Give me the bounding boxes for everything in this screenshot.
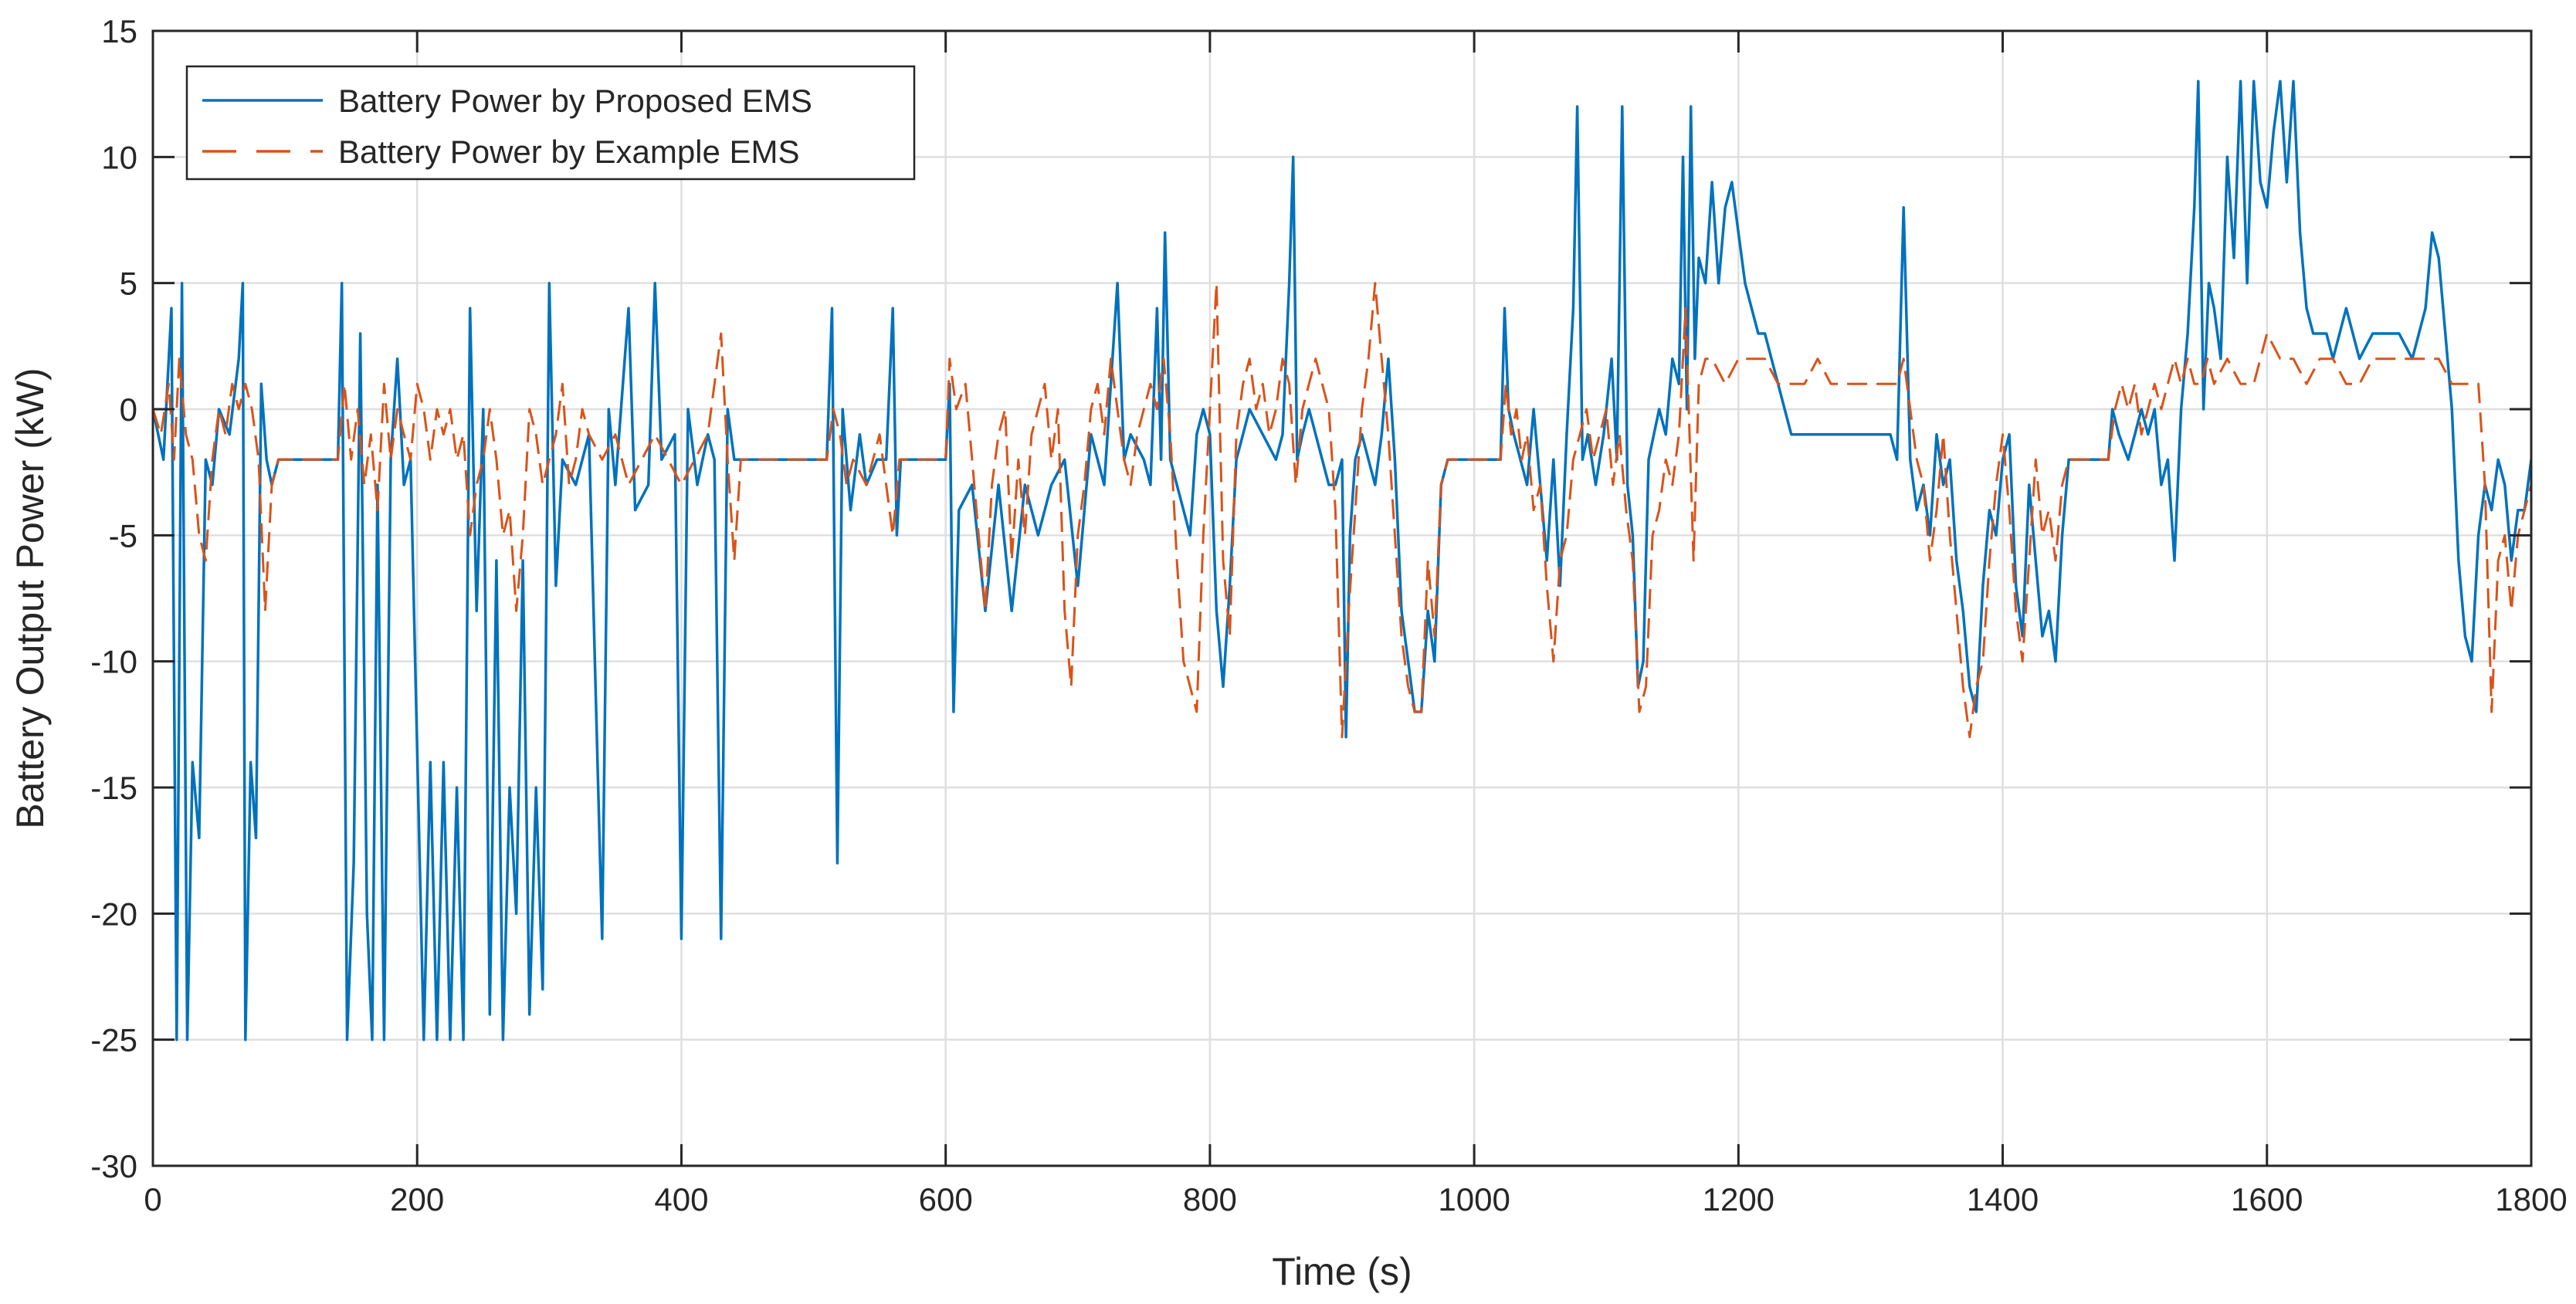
series-line-example-ems — [153, 282, 2531, 739]
y-tick-label: 15 — [101, 13, 137, 49]
y-tick-label: -10 — [90, 644, 137, 680]
y-tick-label: 10 — [101, 139, 137, 175]
x-tick-label: 200 — [390, 1181, 444, 1218]
y-tick-label: -25 — [90, 1022, 137, 1058]
x-tick-labels: 0 200 400 600 800 1000 1200 1400 1600 1800 — [144, 1181, 2567, 1218]
x-tick-label: 800 — [1183, 1181, 1237, 1218]
legend-label-example-ems: Battery Power by Example EMS — [338, 134, 800, 170]
x-tick-label: 1600 — [2231, 1181, 2303, 1218]
x-tick-label: 1200 — [1703, 1181, 1774, 1218]
x-tick-label: 1400 — [1967, 1181, 2039, 1218]
plot-area — [153, 31, 2531, 1166]
series-layer — [153, 80, 2531, 1042]
y-tick-label: -15 — [90, 770, 137, 806]
y-tick-label: 5 — [120, 266, 137, 302]
legend: Battery Power by Proposed EMS Battery Po… — [185, 65, 916, 181]
x-tick-label: 1000 — [1438, 1181, 1510, 1218]
legend-label-proposed-ems: Battery Power by Proposed EMS — [338, 83, 812, 119]
y-tick-labels: -30 -25 -20 -15 -10 -5 0 5 10 15 — [90, 13, 137, 1184]
y-tick-label: -5 — [109, 517, 137, 554]
x-tick-label: 600 — [919, 1181, 973, 1218]
x-tick-label: 400 — [654, 1181, 708, 1218]
x-tick-label: 1800 — [2495, 1181, 2567, 1218]
y-tick-label: -20 — [90, 896, 137, 932]
x-tick-label: 0 — [144, 1181, 161, 1218]
tick-marks — [151, 29, 2533, 1167]
legend-box — [185, 65, 916, 181]
y-tick-label: 0 — [120, 391, 137, 428]
y-tick-label: -30 — [90, 1148, 137, 1184]
x-axis-label: Time (s) — [1272, 1250, 1412, 1293]
axes-box — [151, 29, 2533, 1167]
y-axis-label: Battery Output Power (kW) — [8, 367, 52, 828]
